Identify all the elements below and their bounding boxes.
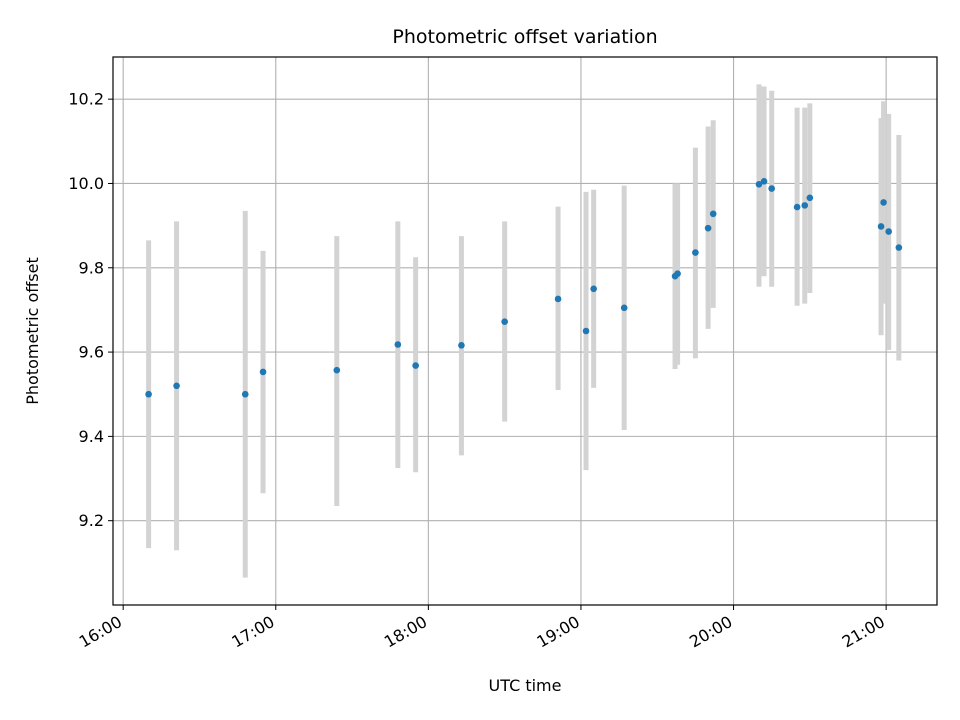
x-tick-label: 16:00 <box>76 612 125 652</box>
y-tick-label: 9.8 <box>79 258 104 277</box>
y-tick-label: 9.6 <box>79 343 104 362</box>
data-point <box>793 203 801 211</box>
data-point <box>412 362 419 369</box>
data-point <box>173 382 180 390</box>
chart-title: Photometric offset variation <box>392 26 657 48</box>
data-point <box>895 244 903 251</box>
data-point <box>582 327 590 335</box>
x-axis-label: UTC time <box>489 676 562 695</box>
data-point <box>806 194 814 202</box>
data-point <box>801 202 809 209</box>
data-point <box>241 390 249 398</box>
data-point <box>554 295 562 303</box>
x-tick-label: 21:00 <box>839 612 888 652</box>
data-point <box>259 368 267 376</box>
data-point <box>755 181 763 188</box>
data-point <box>458 342 465 349</box>
y-tick-label: 9.2 <box>79 511 104 530</box>
data-point <box>768 185 775 192</box>
data-point <box>674 270 681 277</box>
y-axis-label: Photometric offset <box>23 257 42 405</box>
y-tick-label: 10.0 <box>68 174 104 193</box>
x-tick-label: 18:00 <box>381 612 430 652</box>
data-point <box>709 210 717 218</box>
data-point <box>704 224 712 232</box>
y-tick-label: 10.2 <box>68 90 104 109</box>
x-tick-label: 20:00 <box>686 612 735 652</box>
data-point <box>145 390 152 398</box>
data-point <box>590 285 597 293</box>
data-point <box>501 318 508 326</box>
data-point <box>877 223 885 230</box>
x-tick-label: 17:00 <box>228 612 277 652</box>
data-points <box>145 178 903 398</box>
plot-frame <box>112 56 938 606</box>
data-point <box>692 249 699 256</box>
data-point <box>333 366 341 374</box>
y-tick-label: 9.4 <box>79 427 104 446</box>
x-tick-label: 19:00 <box>534 612 583 652</box>
data-point <box>620 304 628 312</box>
data-point <box>885 228 892 235</box>
data-point <box>394 341 402 348</box>
grid-lines <box>113 57 937 605</box>
data-point <box>880 199 887 206</box>
error-bars <box>146 84 902 578</box>
data-point <box>760 178 768 185</box>
